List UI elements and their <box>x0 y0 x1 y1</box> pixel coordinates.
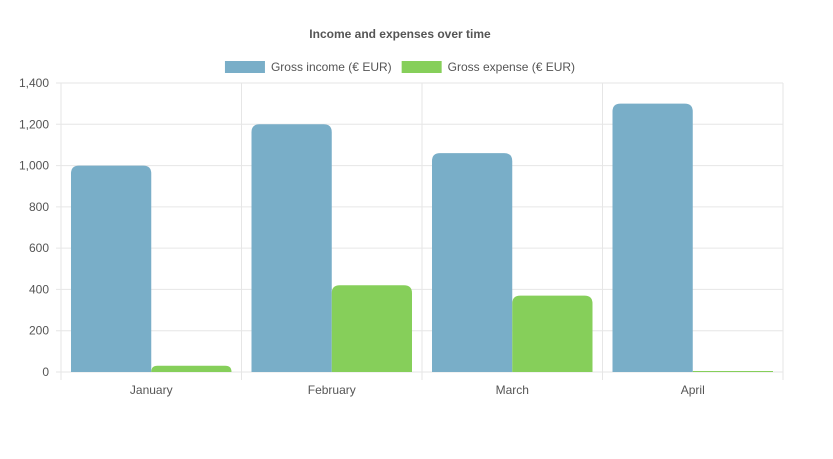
bar-series-1[interactable] <box>251 124 332 373</box>
chart-title: Income and expenses over time <box>309 27 491 41</box>
bar-series-1[interactable] <box>71 165 152 372</box>
y-tick-label: 1,400 <box>19 76 49 90</box>
bar-series-2[interactable] <box>512 295 593 372</box>
legend-swatch <box>224 61 265 73</box>
y-tick-label: 1,200 <box>19 117 49 131</box>
legend-label: Gross expense (€ EUR) <box>448 60 575 74</box>
x-tick-label: April <box>681 383 705 397</box>
y-tick-label: 400 <box>29 282 49 296</box>
legend-item-2[interactable]: Gross expense (€ EUR) <box>401 60 575 74</box>
bar-series-1[interactable] <box>432 153 513 372</box>
x-tick-label: January <box>130 383 173 397</box>
legend-label: Gross income (€ EUR) <box>271 60 392 74</box>
legend: Gross income (€ EUR) Gross expense (€ EUR… <box>224 60 575 74</box>
legend-swatch <box>401 61 442 73</box>
x-tick-label: February <box>308 383 356 397</box>
bar-series-2[interactable] <box>331 285 412 372</box>
x-tick-label: March <box>496 383 529 397</box>
y-tick-label: 800 <box>29 200 49 214</box>
y-axis: 0 200 400 600 800 1,000 1,200 1,400 <box>19 76 49 379</box>
y-tick-label: 0 <box>42 365 49 379</box>
gridlines <box>56 82 784 380</box>
y-tick-label: 1,000 <box>19 159 49 173</box>
legend-item-1[interactable]: Gross income (€ EUR) <box>224 60 392 74</box>
bars <box>71 103 773 373</box>
y-tick-label: 200 <box>29 324 49 338</box>
bar-series-2[interactable] <box>151 365 232 372</box>
bar-series-1[interactable] <box>612 103 693 373</box>
x-axis: January February March April <box>130 383 705 397</box>
y-tick-label: 600 <box>29 241 49 255</box>
